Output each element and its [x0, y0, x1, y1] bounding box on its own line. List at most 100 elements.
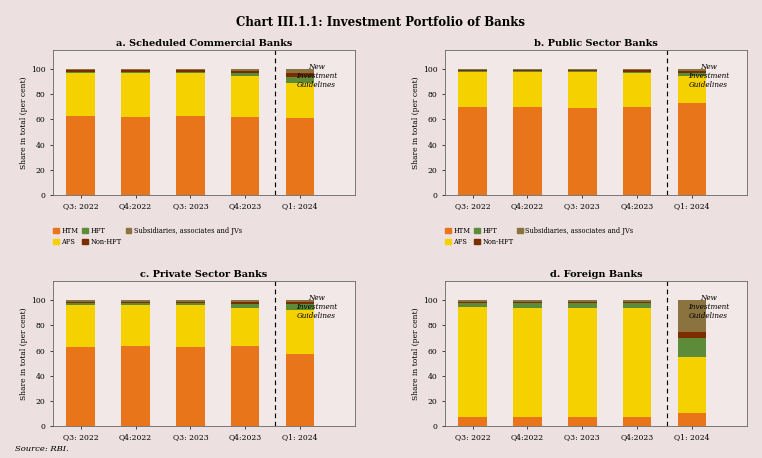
Bar — [623, 417, 652, 426]
Bar — [66, 301, 95, 303]
Text: New
Investment
Guidelines: New Investment Guidelines — [296, 294, 337, 321]
Bar — [286, 118, 314, 195]
Bar — [514, 72, 542, 107]
Bar — [459, 300, 487, 301]
Bar — [623, 107, 652, 195]
Bar — [66, 73, 95, 116]
Bar — [231, 71, 259, 73]
Bar — [623, 71, 652, 72]
Bar — [121, 301, 150, 303]
Bar — [514, 69, 542, 70]
Bar — [176, 71, 205, 72]
Legend: HTM, AFS, HFT, Non-HFT, Subsidiaries, associates and JVs: HTM, AFS, HFT, Non-HFT, Subsidiaries, as… — [443, 455, 636, 458]
Text: Source: RBI.: Source: RBI. — [15, 446, 69, 453]
Bar — [459, 301, 487, 303]
Bar — [121, 73, 150, 117]
Bar — [231, 73, 259, 76]
Y-axis label: Share in total (per cent): Share in total (per cent) — [21, 76, 28, 169]
Bar — [66, 347, 95, 426]
Bar — [514, 107, 542, 195]
Bar — [231, 300, 259, 302]
Bar — [677, 69, 706, 71]
Bar — [677, 414, 706, 426]
Bar — [121, 300, 150, 301]
Bar — [677, 357, 706, 414]
Bar — [286, 73, 314, 77]
Bar — [121, 69, 150, 71]
Bar — [286, 304, 314, 311]
Bar — [121, 117, 150, 195]
Bar — [231, 76, 259, 117]
Bar — [459, 70, 487, 71]
Legend: HTM, AFS, HFT, Non-HFT, Subsidiaries, associates and JVs: HTM, AFS, HFT, Non-HFT, Subsidiaries, as… — [50, 224, 245, 249]
Bar — [623, 308, 652, 417]
Bar — [459, 306, 487, 417]
Bar — [176, 347, 205, 426]
Bar — [568, 69, 597, 70]
Title: b. Public Sector Banks: b. Public Sector Banks — [534, 39, 658, 48]
Bar — [568, 71, 597, 72]
Bar — [459, 72, 487, 107]
Bar — [677, 76, 706, 103]
Bar — [176, 73, 205, 116]
Bar — [286, 83, 314, 118]
Bar — [677, 338, 706, 357]
Bar — [514, 308, 542, 417]
Text: New
Investment
Guidelines: New Investment Guidelines — [688, 63, 729, 89]
Bar — [286, 354, 314, 426]
Bar — [623, 303, 652, 308]
Bar — [176, 300, 205, 301]
Bar — [231, 304, 259, 308]
Bar — [176, 72, 205, 73]
Bar — [66, 69, 95, 71]
Bar — [176, 69, 205, 71]
Bar — [66, 305, 95, 347]
Bar — [176, 301, 205, 303]
Bar — [459, 71, 487, 72]
Bar — [568, 303, 597, 308]
Bar — [623, 301, 652, 303]
Text: Chart III.1.1: Investment Portfolio of Banks: Chart III.1.1: Investment Portfolio of B… — [236, 16, 526, 29]
Bar — [568, 308, 597, 417]
Bar — [231, 117, 259, 195]
Legend: HTM, AFS, HFT, Non-HFT, Subsidiaries, associates and JVs: HTM, AFS, HFT, Non-HFT, Subsidiaries, as… — [443, 224, 636, 249]
Bar — [623, 69, 652, 71]
Bar — [623, 72, 652, 73]
Bar — [121, 72, 150, 73]
Bar — [231, 69, 259, 71]
Bar — [459, 69, 487, 70]
Bar — [286, 69, 314, 73]
Title: a. Scheduled Commercial Banks: a. Scheduled Commercial Banks — [116, 39, 293, 48]
Bar — [121, 303, 150, 305]
Bar — [231, 345, 259, 426]
Bar — [459, 303, 487, 306]
Title: d. Foreign Banks: d. Foreign Banks — [549, 270, 642, 279]
Bar — [286, 311, 314, 354]
Bar — [66, 303, 95, 305]
Bar — [121, 305, 150, 345]
Bar — [568, 417, 597, 426]
Bar — [459, 107, 487, 195]
Bar — [568, 108, 597, 195]
Bar — [121, 71, 150, 72]
Bar — [286, 77, 314, 83]
Bar — [623, 300, 652, 301]
Bar — [677, 300, 706, 332]
Bar — [514, 71, 542, 72]
Text: New
Investment
Guidelines: New Investment Guidelines — [296, 63, 337, 89]
Bar — [66, 300, 95, 301]
Bar — [121, 345, 150, 426]
Bar — [677, 332, 706, 338]
Bar — [459, 417, 487, 426]
Bar — [231, 308, 259, 345]
Bar — [176, 305, 205, 347]
Bar — [514, 70, 542, 71]
Bar — [176, 303, 205, 305]
Y-axis label: Share in total (per cent): Share in total (per cent) — [412, 76, 420, 169]
Title: c. Private Sector Banks: c. Private Sector Banks — [140, 270, 267, 279]
Y-axis label: Share in total (per cent): Share in total (per cent) — [412, 307, 420, 400]
Bar — [66, 72, 95, 73]
Text: New
Investment
Guidelines: New Investment Guidelines — [688, 294, 729, 321]
Bar — [286, 300, 314, 301]
Bar — [66, 71, 95, 72]
